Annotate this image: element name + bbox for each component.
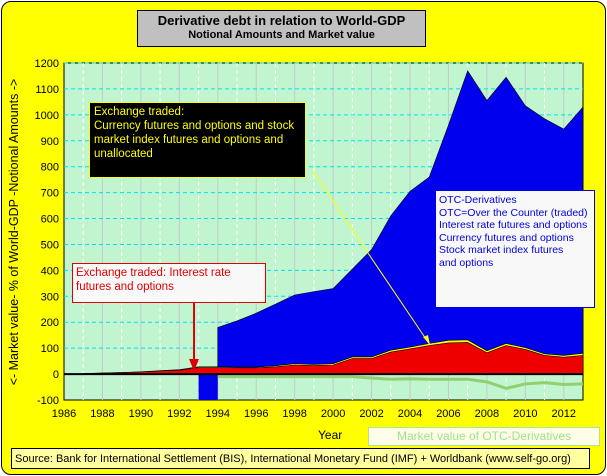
y-tick-label: 0 — [53, 369, 59, 381]
otc-bar-1993 — [198, 374, 218, 400]
yellow-arrow — [311, 169, 431, 346]
annotation-line: Currency futures and options — [439, 231, 574, 244]
x-tick-label: 2000 — [321, 408, 345, 420]
chart-title: Derivative debt in relation to World-GDP — [157, 13, 406, 28]
x-tick-label: 2006 — [436, 408, 460, 420]
annotation-exchange-other: Exchange traded: Currency futures and op… — [89, 102, 306, 178]
x-tick-label: 2012 — [552, 408, 576, 420]
annotation-otc: OTC-Derivatives OTC=Over the Counter (tr… — [435, 190, 595, 308]
legend-market-value: Market value of OTC-Derivatives — [368, 427, 600, 446]
y-tick-label: 400 — [41, 265, 59, 277]
red-arrowhead — [189, 359, 199, 371]
annotation-line: futures and options — [76, 281, 174, 293]
x-tick-label: 2004 — [398, 408, 422, 420]
annotation-line: unallocated — [94, 148, 153, 160]
annotation-line: Stock market index futures — [439, 244, 564, 256]
annotation-line: and options — [439, 256, 494, 269]
annotation-line: Exchange traded: — [94, 106, 185, 118]
annotation-line: Exchange traded: Interest rate — [76, 267, 231, 279]
y-tick-label: 300 — [41, 291, 59, 303]
annotation-line: OTC-Derivatives — [439, 194, 517, 206]
x-tick-label: 1998 — [282, 408, 306, 420]
annotation-line: Currency futures and options and stock — [94, 120, 295, 132]
x-tick-label: 2010 — [513, 408, 537, 420]
annotation-line: Interest rate futures and options — [439, 219, 588, 231]
chart-subtitle: Notional Amounts and Market value — [188, 29, 375, 41]
y-tick-label: 1200 — [35, 58, 59, 70]
y-tick-label: 700 — [41, 188, 59, 200]
annotation-line: OTC=Over the Counter (traded) — [439, 206, 588, 219]
x-tick-label: 1988 — [90, 408, 114, 420]
y-tick-label: -100 — [37, 395, 59, 407]
x-tick-label: 1994 — [206, 408, 230, 420]
x-tick-label: 1990 — [129, 408, 153, 420]
x-tick-label: 1992 — [167, 408, 191, 420]
x-tick-label: 1986 — [52, 408, 76, 420]
source-note: Source: Bank for International Settlemen… — [11, 448, 590, 469]
annotation-line: market index futures and options and — [94, 134, 284, 146]
y-tick-label: 1000 — [35, 110, 59, 122]
x-tick-label: 1996 — [244, 408, 268, 420]
chart-title-box: Derivative debt in relation to World-GDP… — [137, 10, 426, 47]
x-axis-label: Year — [318, 428, 343, 442]
yellow-arrowhead — [423, 335, 430, 345]
y-tick-label: 500 — [41, 239, 59, 251]
x-tick-label: 2002 — [359, 408, 383, 420]
series-exchange-ir-area — [82, 342, 584, 375]
y-tick-label: 1100 — [35, 84, 59, 96]
series-market-value-line — [217, 375, 584, 390]
y-tick-label: 200 — [41, 317, 59, 329]
y-tick-label: 800 — [41, 162, 59, 174]
y-tick-label: 900 — [41, 136, 59, 148]
x-tick-label: 2008 — [475, 408, 499, 420]
y-tick-label: 100 — [41, 343, 59, 355]
y-tick-label: 600 — [41, 214, 59, 226]
annotation-exchange-interest-rate: Exchange traded: Interest rate futures a… — [72, 263, 266, 303]
